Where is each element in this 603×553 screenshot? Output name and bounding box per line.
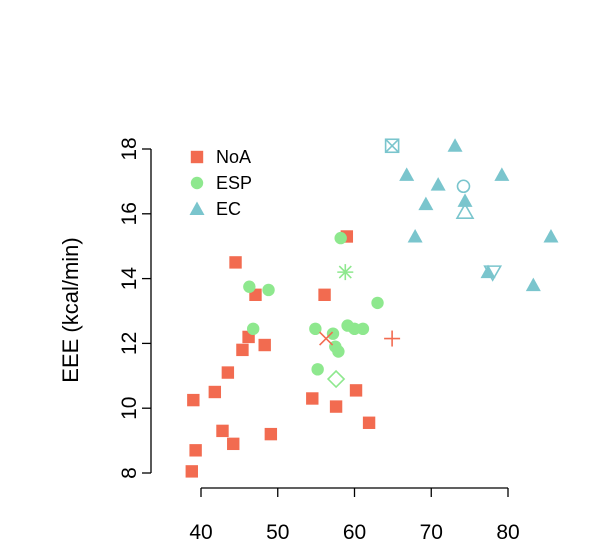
data-point-noa [187,393,200,407]
y-axis: 8 10 12 14 16 18 [118,137,152,479]
data-point-noa [306,392,319,405]
x-tick-label: 40 [189,521,212,544]
special-point-plus [384,330,401,347]
data-points [185,138,559,478]
data-point-esp [334,231,347,245]
data-point-ec [407,228,423,243]
x-axis: 40 50 60 70 80 [189,487,520,544]
special-points [319,138,503,389]
data-point-esp [371,296,384,310]
x-tick-label: 70 [420,521,443,544]
data-point-ec [447,138,463,152]
legend-label-esp: ESP [216,173,252,193]
special-point-square-x-open [384,138,400,154]
data-point-esp [332,345,345,358]
data-point-esp [356,322,370,336]
data-point-noa [349,384,363,397]
legend-label-noa: NoA [216,147,251,167]
legend-label-ec: EC [216,199,241,219]
data-point-noa [318,288,331,301]
special-point-x [319,331,334,346]
legend-marker-esp [190,176,204,190]
data-point-ec [525,277,541,292]
data-point-esp [262,283,275,297]
data-point-noa [258,338,271,352]
legend-marker-ec [189,201,205,215]
data-point-noa [264,427,278,441]
data-point-noa [208,385,222,399]
data-point-noa [216,424,229,438]
x-tick-label: 80 [496,521,519,544]
data-point-noa [229,256,242,269]
data-point-noa [221,366,235,379]
y-tick-label: 12 [118,332,141,355]
data-point-ec [430,177,446,191]
legend-marker-noa [190,150,204,164]
x-tick-label: 50 [266,521,289,544]
data-point-esp [246,322,260,336]
legend: NoA ESP EC [189,147,252,219]
y-tick-label: 8 [118,467,141,479]
y-tick-label: 10 [118,397,141,420]
data-point-ec [399,167,415,181]
data-point-noa [227,437,240,451]
data-point-ec [494,167,510,181]
data-point-ec [543,228,559,243]
y-tick-label: 16 [118,202,141,225]
data-point-noa [189,444,202,457]
data-point-esp [326,327,340,340]
data-point-noa [362,416,376,429]
y-tick-label: 14 [118,267,141,291]
data-point-noa [185,465,198,478]
special-point-triangle-open [455,202,475,219]
special-point-circle-open [456,179,471,194]
y-tick-label: 18 [118,137,141,160]
special-point-diamond-open [326,369,346,389]
data-point-ec [457,193,473,207]
data-point-esp [311,363,324,376]
data-point-esp [243,280,256,293]
data-point-noa [329,400,343,413]
data-point-ec [418,196,434,211]
y-axis-label: EEE (kcal/min) [58,237,83,382]
x-tick-label: 60 [343,521,366,544]
special-point-asterisk [337,264,354,281]
data-point-noa [236,343,249,357]
data-point-esp [309,322,322,336]
special-point-triangle-down-open [483,265,503,282]
